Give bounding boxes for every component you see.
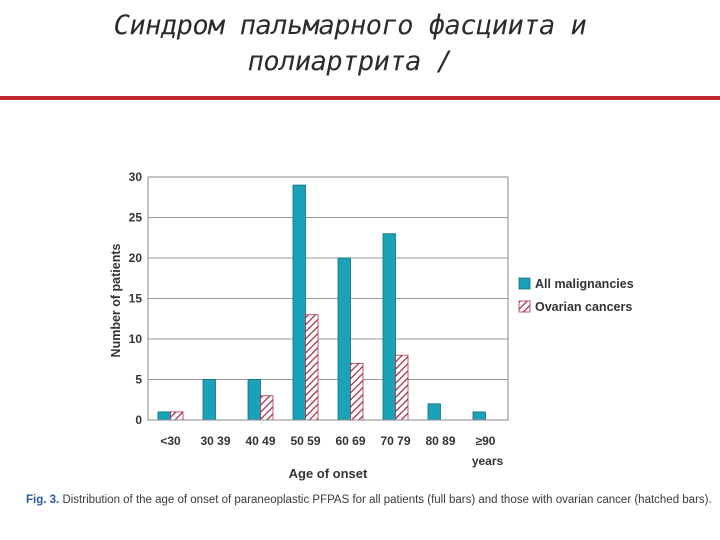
- x-tick-2: 40 49: [245, 434, 275, 448]
- x-tick-5: 70 79: [380, 434, 410, 448]
- bar-all-4: [337, 257, 351, 421]
- legend-swatch-ovarian: [518, 300, 531, 313]
- y-tick-0: 0: [135, 413, 142, 427]
- bar-all-2: [247, 379, 261, 421]
- y-tick-30: 30: [129, 170, 143, 184]
- legend-swatch-all: [518, 277, 531, 290]
- x-axis-label: Age of onset: [289, 466, 368, 481]
- bar-all-1: [202, 379, 216, 421]
- caption-label: Fig. 3.: [26, 494, 60, 506]
- x-tick-7: ≥90 years: [472, 434, 504, 468]
- x-tick-6: 80 89: [425, 434, 455, 448]
- bar-all-0: [157, 411, 171, 421]
- y-tick-20: 20: [129, 251, 143, 265]
- bar-ovarian-2: [260, 395, 274, 421]
- y-tick-25: 25: [129, 211, 143, 225]
- plot-frame: [147, 176, 509, 421]
- chart-axes: [147, 176, 509, 421]
- x-tick-0: <30: [160, 434, 181, 448]
- y-tick-10: 10: [129, 332, 143, 346]
- chart-legend: All malignancies Ovarian cancers: [518, 277, 634, 314]
- y-tick-5: 5: [135, 373, 142, 387]
- figure-caption: Fig. 3. Distribution of the age of onset…: [26, 494, 720, 506]
- slide-title-line-1: Синдром пальмарного фасциита и: [113, 10, 587, 41]
- x-tick-1: 30 39: [200, 434, 230, 448]
- chart-gridlines: [148, 176, 508, 421]
- caption-text: Distribution of the age of onset of para…: [62, 494, 712, 506]
- chart-bars: [157, 184, 486, 421]
- bar-ovarian-4: [350, 362, 364, 421]
- bar-all-7: [472, 411, 486, 421]
- x-tick-4: 60 69: [335, 434, 365, 448]
- bar-ovarian-0: [170, 411, 184, 421]
- legend-label-all: All malignancies: [535, 277, 634, 291]
- bar-all-3: [292, 184, 306, 421]
- bar-ovarian-3: [305, 314, 319, 421]
- slide-title-line-2: полиартрита /: [247, 46, 453, 77]
- bar-all-6: [427, 403, 441, 421]
- title-divider: [0, 96, 720, 100]
- legend-label-ovarian: Ovarian cancers: [535, 300, 632, 314]
- y-axis-label: Number of patients: [109, 244, 123, 358]
- y-tick-labels: 0 5 10 15 20 25 30: [129, 170, 143, 427]
- slide-title: Синдром пальмарного фасциита и полиартри…: [0, 8, 700, 80]
- x-tick-labels: <30 30 39 40 49 50 59 60 69 70 79 80 89 ≥90 year…: [160, 434, 503, 468]
- bar-ovarian-5: [395, 354, 409, 421]
- y-tick-15: 15: [129, 292, 143, 306]
- x-tick-3: 50 59: [290, 434, 320, 448]
- bar-all-5: [382, 233, 396, 421]
